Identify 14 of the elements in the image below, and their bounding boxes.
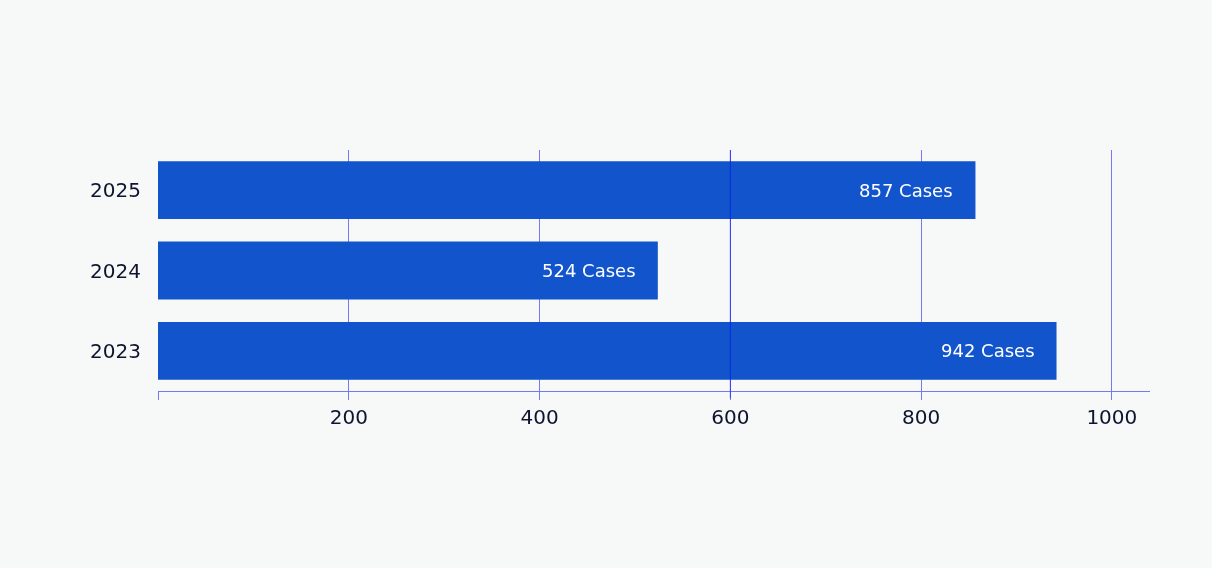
x-tick-label: 600 xyxy=(711,405,750,429)
x-tick-label: 800 xyxy=(901,405,941,429)
x-tick-label: 400 xyxy=(520,405,559,429)
bar xyxy=(158,321,1057,380)
data-label: 857 Cases xyxy=(859,180,953,201)
bar xyxy=(158,241,658,300)
y-tick-label: 2023 xyxy=(90,338,141,363)
x-tick-label: 1000 xyxy=(1086,405,1138,429)
y-tick-label: 2024 xyxy=(90,258,141,283)
data-label: 524 Cases xyxy=(542,260,636,281)
bar xyxy=(158,161,976,220)
x-tick-label: 200 xyxy=(329,405,368,429)
y-tick-label: 2025 xyxy=(90,178,141,203)
data-label: 942 Cases xyxy=(941,340,1035,361)
